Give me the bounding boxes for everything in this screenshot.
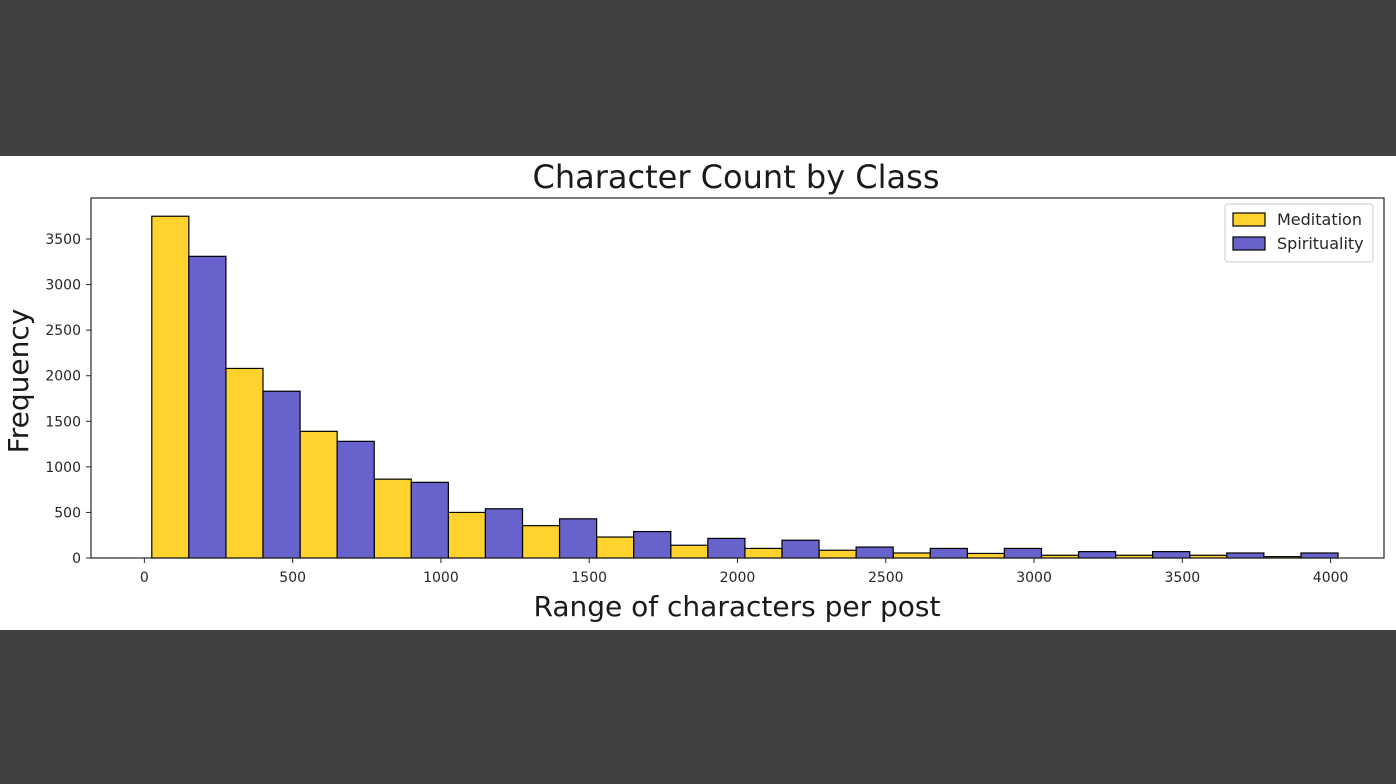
bar-meditation-7 <box>670 544 709 559</box>
x-axis-title: Range of characters per post <box>534 590 941 623</box>
bar-spirituality-6 <box>633 530 672 559</box>
chart-svg: Character Count by Class 0 500 1000 1500 200… <box>2 158 1385 623</box>
bar-spirituality-0 <box>188 255 227 559</box>
bar-spirituality-12 <box>1077 551 1117 559</box>
bar-spirituality-7 <box>707 537 746 559</box>
y-tick-label-500: 500 <box>54 505 81 521</box>
y-tick-label-1000: 1000 <box>45 460 81 476</box>
x-tick-label-2000: 2000 <box>720 570 756 586</box>
bar-spirituality-5 <box>558 518 598 559</box>
plot-area: 0 500 1000 1500 2000 2500 3000 3500 4000 0 500 1000… <box>45 215 1349 586</box>
legend-label-spirituality: Spirituality <box>1277 234 1364 253</box>
bar-spirituality-13 <box>1152 551 1191 559</box>
bar-spirituality-8 <box>781 539 820 559</box>
bar-spirituality-9 <box>855 546 894 559</box>
bar-meditation-5 <box>521 525 561 559</box>
bar-meditation-8 <box>744 547 783 559</box>
y-axis-title: Frequency <box>2 309 35 454</box>
legend: Meditation Spirituality <box>1224 203 1374 263</box>
bar-spirituality-10 <box>929 547 968 559</box>
legend-swatch-meditation <box>1232 212 1266 227</box>
y-tick-label-3500: 3500 <box>45 232 81 248</box>
bar-meditation-9 <box>818 549 857 559</box>
chart-title: Character Count by Class <box>533 158 940 196</box>
x-tick-label-1000: 1000 <box>423 570 459 586</box>
bar-spirituality-4 <box>484 508 524 559</box>
bar-spirituality-1 <box>262 390 301 559</box>
bar-meditation-6 <box>596 536 635 559</box>
x-tick-label-2500: 2500 <box>868 570 904 586</box>
bar-spirituality-2 <box>336 440 375 559</box>
chart-figure: Character Count by Class 0 500 1000 1500 200… <box>0 156 1396 630</box>
bar-meditation-1 <box>225 367 264 559</box>
bar-meditation-10 <box>892 552 931 559</box>
plot-frame <box>90 197 1385 559</box>
x-tick-label-3500: 3500 <box>1165 570 1201 586</box>
y-tick-label-0: 0 <box>72 551 81 567</box>
bar-meditation-2 <box>299 430 338 559</box>
y-tick-label-2500: 2500 <box>45 323 81 339</box>
bar-spirituality-3 <box>410 481 449 559</box>
x-tick-label-4000: 4000 <box>1313 570 1349 586</box>
y-tick-label-2000: 2000 <box>45 369 81 385</box>
y-tick-label-1500: 1500 <box>45 414 81 430</box>
bar-meditation-11 <box>966 552 1006 559</box>
bar-spirituality-14 <box>1226 552 1265 559</box>
legend-label-meditation: Meditation <box>1277 210 1362 229</box>
bar-spirituality-11 <box>1003 547 1043 559</box>
bar-meditation-4 <box>447 511 487 559</box>
x-tick-label-500: 500 <box>279 570 306 586</box>
bar-meditation-0 <box>151 215 190 559</box>
x-tick-label-1500: 1500 <box>571 570 607 586</box>
bar-spirituality-15 <box>1300 552 1339 559</box>
y-tick-label-3000: 3000 <box>45 278 81 294</box>
bar-meditation-3 <box>373 478 412 559</box>
legend-swatch-spirituality <box>1232 236 1266 251</box>
x-tick-label-3000: 3000 <box>1016 570 1052 586</box>
x-tick-label-0: 0 <box>140 570 149 586</box>
